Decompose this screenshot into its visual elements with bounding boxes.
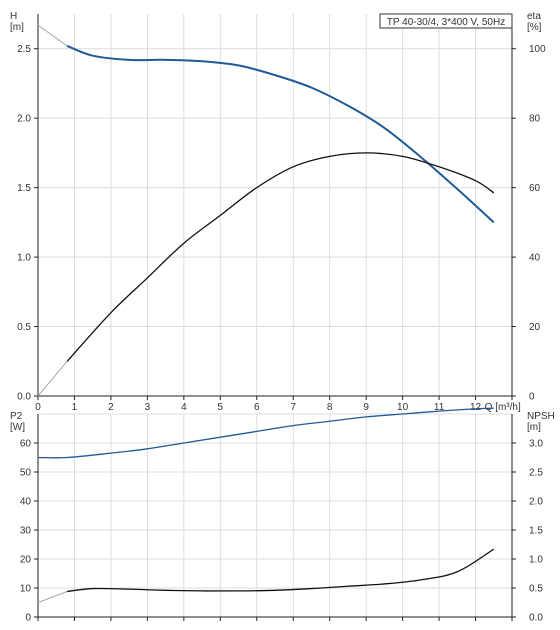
left-tick-label: 2.0 — [17, 114, 31, 125]
right-tick-label: 60 — [529, 183, 541, 194]
series-0-extrapolated-line — [37, 24, 68, 47]
x-tick-label: 7 — [290, 402, 296, 413]
x-tick-label: 8 — [327, 402, 333, 413]
left-tick-label: 60 — [20, 439, 32, 450]
left-axis-unit: [m] — [10, 22, 24, 33]
left-axis-label: P2 — [10, 411, 23, 422]
right-axis-unit: [%] — [527, 22, 542, 33]
right-tick-label: 0.0 — [529, 613, 543, 624]
series-1-line — [66, 152, 495, 362]
left-tick-label: 20 — [20, 555, 32, 566]
right-tick-label: 3.0 — [529, 439, 543, 450]
x-tick-label: 0 — [35, 402, 41, 413]
series-1-extrapolated-line — [37, 360, 68, 397]
left-tick-label: 30 — [20, 526, 32, 537]
right-tick-label: 80 — [529, 114, 541, 125]
x-tick-label: 11 — [434, 402, 445, 413]
left-tick-label: 1.5 — [17, 183, 31, 194]
x-tick-label: 3 — [145, 402, 151, 413]
right-axis-label: eta — [527, 11, 541, 22]
left-tick-label: 1.0 — [17, 253, 31, 264]
x-axis-label: Q [m³/h] — [485, 402, 521, 413]
left-tick-label: 40 — [20, 497, 32, 508]
right-axis-label: NPSH — [527, 411, 555, 422]
right-tick-label: 40 — [529, 253, 541, 264]
right-tick-label: 100 — [529, 44, 546, 55]
left-tick-label: 0 — [25, 613, 31, 624]
right-tick-label: 1.0 — [529, 555, 543, 566]
series-0-line — [66, 45, 495, 224]
right-tick-label: 2.5 — [529, 468, 543, 479]
right-tick-label: 20 — [529, 322, 541, 333]
series-1-extrapolated-line — [37, 591, 68, 603]
x-tick-label: 5 — [218, 402, 224, 413]
right-tick-label: 0 — [529, 392, 535, 403]
x-tick-label: 12 — [470, 402, 482, 413]
right-axis-unit: [m] — [527, 422, 541, 433]
series-0-line — [37, 407, 494, 459]
right-tick-label: 0.5 — [529, 584, 543, 595]
left-axis-unit: [W] — [10, 422, 25, 433]
right-tick-label: 1.5 — [529, 526, 543, 537]
right-tick-label: 2.0 — [529, 497, 543, 508]
chart-title: TP 40-30/4, 3*400 V, 50Hz — [387, 17, 505, 28]
x-tick-label: 10 — [397, 402, 409, 413]
x-tick-label: 4 — [181, 402, 187, 413]
title-box — [379, 13, 513, 29]
x-tick-label: 9 — [363, 402, 369, 413]
series-1-line — [67, 548, 495, 593]
left-axis-label: H — [10, 11, 17, 22]
x-tick-label: 1 — [72, 402, 78, 413]
bottom-panel-power-npsh: 0 10 20 30 40 50 60 0.0 0.5 1.0 1.5 2.0 2.5 3.0 P2[W] N… — [10, 407, 555, 624]
left-tick-label: 10 — [20, 584, 32, 595]
x-tick-label: 6 — [254, 402, 260, 413]
left-tick-label: 0.0 — [17, 392, 31, 403]
left-tick-label: 50 — [20, 468, 32, 479]
left-tick-label: 2.5 — [17, 44, 31, 55]
left-tick-label: 0.5 — [17, 322, 31, 333]
x-tick-label: 2 — [108, 402, 114, 413]
